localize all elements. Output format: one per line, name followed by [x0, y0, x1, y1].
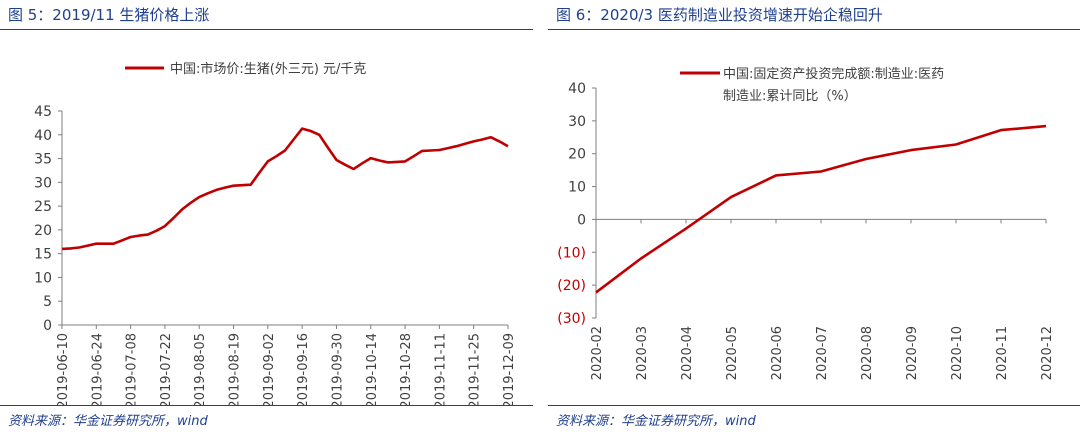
y-tick-label: 20: [568, 147, 586, 163]
x-tick-label: 2019-11-25: [468, 333, 483, 405]
source-note: 资料来源：华金证券研究所，wind: [556, 414, 756, 429]
x-tick-label: 2020-10: [950, 326, 965, 380]
y-tick-label: 15: [34, 247, 52, 263]
figure-6-panel: 图 6：2020/3 医药制造业投资增速开始企稳回升 中国:固定资产投资完成额:…: [548, 0, 1080, 432]
x-tick-label: 2020-06: [770, 326, 785, 380]
x-tick-label: 2019-07-08: [125, 333, 140, 405]
x-tick-label: 2020-03: [635, 326, 650, 380]
x-tick-label: 2020-02: [590, 326, 605, 380]
x-tick-label: 2019-12-09: [502, 333, 517, 405]
investment-yoy-series-line: [595, 124, 1047, 294]
pig-price-series-line: [61, 127, 509, 251]
figure-title: 图 6：2020/3 医药制造业投资增速开始企稳回升: [556, 6, 883, 24]
pig-price-line-chart: 中国:市场价:生猪(外三元) 元/千克 0 5 10 15 20 25 30 35 40 45 201…: [34, 61, 517, 405]
x-tick-label: 2020-11: [995, 326, 1010, 380]
y-tick-label: 0: [43, 318, 52, 334]
x-tick-label: 2019-10-14: [365, 333, 380, 405]
x-tick-label: 2020-05: [725, 326, 740, 380]
y-tick-label: 30: [568, 114, 586, 130]
y-tick-label: 45: [34, 104, 52, 120]
x-tick-label: 2019-08-05: [193, 333, 208, 405]
source-rule: [548, 405, 1080, 406]
y-tick-label: (30): [557, 311, 586, 327]
x-tick-label: 2020-07: [815, 326, 830, 380]
x-tick-label: 2019-09-16: [296, 333, 311, 405]
y-tick-label: 40: [34, 128, 52, 144]
y-tick-label: 10: [34, 270, 52, 286]
x-tick-label: 2019-09-30: [330, 333, 345, 405]
y-tick-label: (20): [557, 278, 586, 294]
source-rule: [0, 405, 533, 406]
y-tick-label: 25: [34, 199, 52, 215]
x-tick-label: 2020-09: [905, 326, 920, 380]
y-tick-label: 40: [568, 81, 586, 97]
x-tick-label: 2020-08: [860, 326, 875, 380]
x-tick-label: 2020-12: [1040, 326, 1055, 380]
y-tick-label: 20: [34, 223, 52, 239]
y-tick-label: 35: [34, 152, 52, 168]
pharma-investment-line-chart: 中国:固定资产投资完成额:制造业:医药制造业:累计同比（%） (30) (20) (1…: [557, 66, 1055, 380]
x-tick-label: 2019-11-11: [433, 333, 448, 405]
y-tick-label: 5: [43, 294, 52, 310]
x-tick-label: 2019-08-19: [228, 333, 243, 405]
legend-label: 中国:固定资产投资完成额:制造业:医药: [723, 66, 944, 82]
y-tick-label: 0: [577, 212, 586, 228]
x-tick-label: 2020-04: [680, 326, 695, 380]
legend-label: 中国:市场价:生猪(外三元) 元/千克: [170, 61, 366, 77]
y-tick-label: 30: [34, 175, 52, 191]
x-tick-label: 2019-07-22: [159, 333, 174, 405]
x-tick-label: 2019-10-28: [399, 333, 414, 405]
y-tick-label: (10): [557, 245, 586, 261]
legend-label: 制造业:累计同比（%）: [723, 89, 857, 104]
x-tick-label: 2019-06-10: [56, 333, 71, 405]
title-rule: [0, 29, 533, 30]
x-tick-label: 2019-09-02: [262, 333, 277, 405]
y-tick-label: 10: [568, 180, 586, 196]
title-rule: [548, 29, 1080, 30]
source-note: 资料来源：华金证券研究所，wind: [8, 414, 208, 429]
x-tick-label: 2019-06-24: [90, 333, 105, 405]
figure-5-panel: 图 5：2019/11 生猪价格上涨 中国:市场价:生猪(外三元) 元/千克 0 5…: [0, 0, 533, 432]
figure-title: 图 5：2019/11 生猪价格上涨: [8, 6, 210, 24]
